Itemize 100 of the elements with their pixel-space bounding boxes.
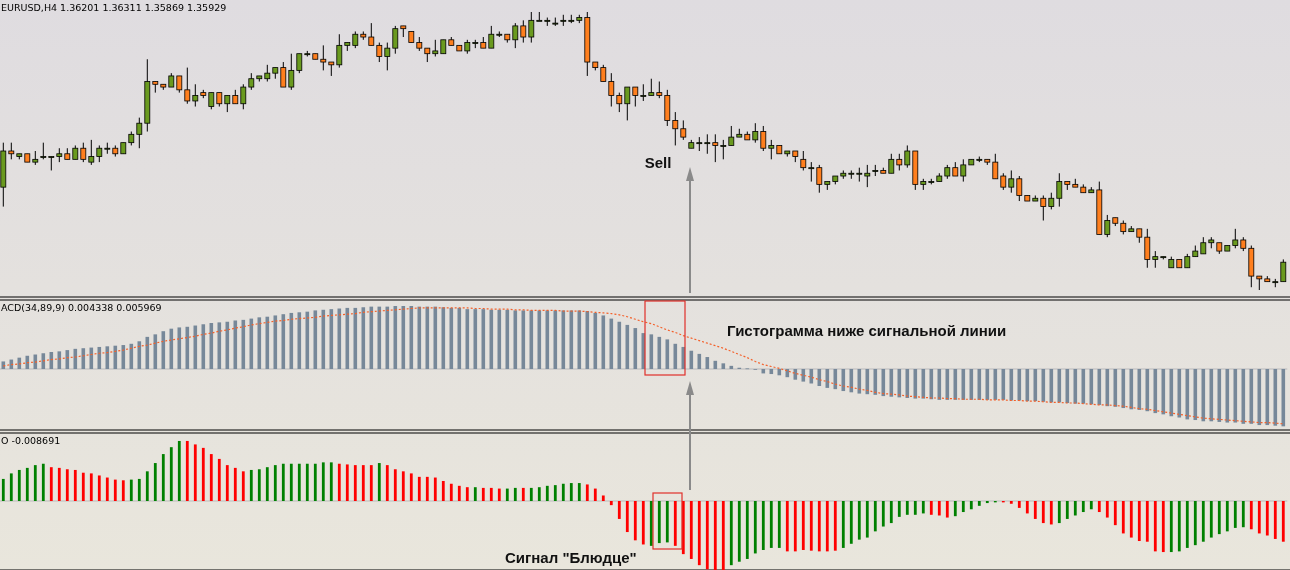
bar [129,479,133,501]
bar [337,463,341,501]
bar [169,447,173,501]
bar [705,501,709,570]
bar [193,444,197,501]
bar [465,487,469,501]
candlestick [1104,214,1111,238]
bar [617,501,621,519]
bar [921,501,925,514]
bar [1113,501,1117,526]
bar [1161,501,1165,553]
bar [665,501,669,543]
bar [9,473,13,501]
bar [929,501,933,515]
bar [369,465,373,501]
candlestick [704,133,711,155]
bar [25,467,29,501]
bar [1177,501,1181,552]
candlestick [536,11,543,22]
candlestick [192,83,199,108]
candlestick [904,144,911,169]
bar [1201,501,1205,542]
candlestick [712,133,719,163]
bar [825,501,829,552]
candlestick [720,139,727,160]
bar [449,483,453,501]
annotation: Гистограмма ниже сигнальной линии [727,322,1007,339]
bar [1057,501,1061,524]
candlestick [680,119,687,141]
candlestick [320,44,327,71]
bar [329,462,333,501]
bar [1241,501,1245,528]
candlestick [88,139,95,166]
bar [833,501,837,551]
bar [817,501,821,552]
bar [105,477,109,501]
chart-title: ACD(34,89,9) 0.004338 0.005969 [1,302,162,313]
bar [625,501,629,533]
bar [1209,501,1213,538]
bar [529,487,533,501]
candlestick [1008,169,1015,194]
bar [217,458,221,501]
bar [185,440,189,501]
bar [793,501,797,552]
bar [1041,501,1045,524]
candlestick [384,42,391,71]
candlestick [520,19,527,44]
bar [17,469,21,501]
bar [497,488,501,501]
bar [97,475,101,501]
bar [1153,501,1157,552]
candlestick [768,139,775,160]
bar [457,485,461,501]
bar [289,463,293,501]
bar [585,484,589,501]
bar [1,478,5,501]
bar [209,454,213,501]
bar [1265,501,1269,536]
bar [1,361,6,369]
bar [801,501,805,550]
candlestick [136,117,143,149]
candlestick [280,61,287,88]
bar [601,495,605,501]
candlestick [1144,228,1151,269]
candlestick [608,72,615,108]
bar [305,463,309,501]
bar [41,463,45,501]
bar [721,363,726,369]
bar [945,501,949,518]
bar [1193,501,1197,546]
bar [577,483,581,501]
bar [897,501,901,517]
bar [1049,501,1053,525]
bar [201,447,205,501]
candlestick [616,92,623,113]
bar [345,464,349,501]
bar [377,463,381,501]
bar [73,469,77,501]
candlestick [392,25,399,55]
bar [809,501,813,551]
candlestick [800,150,807,171]
candlestick [288,53,295,91]
bar [1097,501,1101,513]
bar [537,487,541,501]
bar [553,485,557,501]
bar [1273,501,1277,539]
bar [985,501,989,504]
bar [785,501,789,552]
bar [689,501,693,559]
bar [65,469,69,501]
candlestick [296,53,303,74]
bar [177,440,181,501]
candlestick [992,153,999,180]
bar [761,501,765,550]
candlestick [1040,194,1047,221]
bar [849,501,853,544]
bar [1081,501,1085,513]
annotation: Sell [644,154,672,171]
bar [225,465,229,501]
candlestick [808,161,815,183]
